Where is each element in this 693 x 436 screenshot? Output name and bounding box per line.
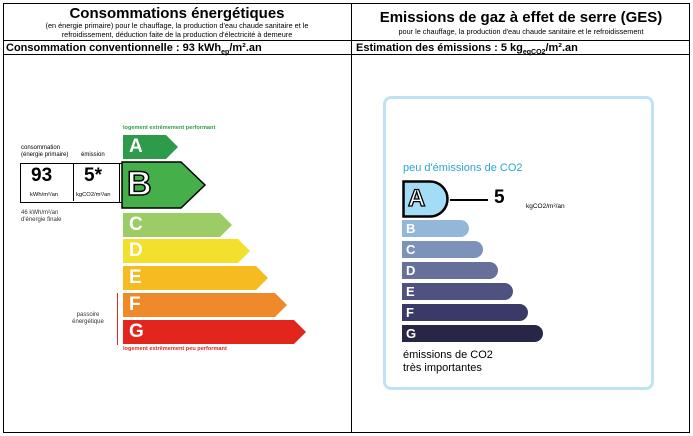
ges-bottom-note-1: émissions de CO2	[403, 349, 493, 361]
row-divider-values	[3, 54, 690, 55]
ges-class-d-letter: D	[406, 263, 416, 278]
energy-class-e-letter: E	[129, 267, 142, 288]
emission-col-label: émission	[81, 152, 105, 158]
energy-class-f: F	[123, 293, 287, 317]
final-energy-line-2: d'énergie finale	[21, 217, 62, 223]
ges-class-f-letter: F	[406, 305, 414, 320]
ges-estimation-unit: /m².an	[545, 42, 578, 54]
ges-class-c: C	[402, 241, 483, 258]
energy-class-b-letter: B	[126, 164, 152, 204]
ges-value-unit: kgCO2/m²/an	[526, 203, 565, 210]
energy-class-g: G	[123, 320, 306, 344]
emission-value: 5*	[84, 165, 102, 186]
energy-subtitle-2: refroidissement, déduction faite de la p…	[61, 30, 293, 39]
ges-class-g: G	[402, 325, 543, 342]
energy-subtitle-1: (en énergie primaire) pour le chauffage,…	[45, 21, 309, 30]
emission-unit: kgCO2/m²/an	[76, 192, 111, 198]
ges-class-d: D	[402, 262, 498, 279]
row-divider-header	[3, 40, 690, 41]
ges-bottom-note-2: très importantes	[403, 362, 482, 374]
column-divider	[351, 3, 352, 433]
energy-top-note: logement extrêmement performant	[123, 125, 216, 131]
energy-consumption-line: Consommation conventionnelle : 93 kWhep/…	[6, 42, 262, 56]
ges-estimation-sub: eqCO2	[522, 49, 546, 57]
energy-class-g-letter: G	[129, 321, 144, 342]
ges-class-e: E	[402, 283, 513, 300]
ges-class-a-current	[402, 180, 449, 218]
passoire-line-1: passoire	[76, 312, 100, 318]
final-energy-line-1: 46 kWh/m²/an	[21, 210, 59, 216]
energy-consumption-unit: /m².an	[229, 42, 262, 54]
ges-class-b: B	[402, 220, 469, 237]
energy-class-d-letter: D	[129, 240, 143, 261]
consumption-box: 93 kWh/m²/an 5* kgCO2/m²/an	[20, 163, 120, 203]
energy-title: Consommations énergétiques	[69, 5, 285, 22]
energy-consumption-label: Consommation conventionnelle : 93 kWh	[6, 42, 222, 54]
ges-top-note: peu d'émissions de CO2	[403, 162, 523, 174]
energy-class-d: D	[123, 239, 250, 263]
ges-class-a-letter: A	[407, 184, 426, 212]
ges-class-f: F	[402, 304, 528, 321]
ges-value: 5	[494, 187, 505, 208]
ges-subtitle: pour le chauffage, la production d'eau c…	[398, 27, 644, 36]
energy-class-a: A	[123, 135, 178, 159]
ges-title: Emissions de gaz à effet de serre (GES)	[379, 9, 663, 26]
passoire-line-2: énergétique	[72, 319, 104, 325]
energy-consumption-sub: ep	[221, 49, 230, 57]
consumption-unit: kWh/m²/an	[30, 192, 59, 198]
ges-class-c-letter: C	[406, 242, 416, 257]
consumption-value: 93	[31, 165, 53, 186]
passoire-bracket	[117, 293, 118, 345]
energy-class-e: E	[123, 266, 268, 290]
energy-class-c-letter: C	[129, 214, 143, 235]
energy-class-b-current	[121, 161, 207, 209]
ges-estimation-label: Estimation des émissions : 5 kg	[356, 42, 523, 54]
energy-class-a-letter: A	[129, 136, 143, 157]
ges-estimation-line: Estimation des émissions : 5 kgeqCO2/m².…	[356, 42, 578, 56]
ges-class-b-letter: B	[406, 221, 416, 236]
energy-class-c: C	[123, 213, 232, 237]
consumption-col-label-2: (énergie primaire)	[21, 152, 69, 158]
ges-value-leader	[450, 199, 488, 201]
energy-class-f-letter: F	[129, 294, 141, 315]
dpe-table	[3, 3, 690, 433]
ges-class-g-letter: G	[406, 326, 417, 341]
energy-bottom-note: logement extrêmement peu performant	[123, 346, 227, 352]
consumption-col-label-1: consommation	[21, 145, 61, 151]
ges-class-e-letter: E	[406, 284, 415, 299]
